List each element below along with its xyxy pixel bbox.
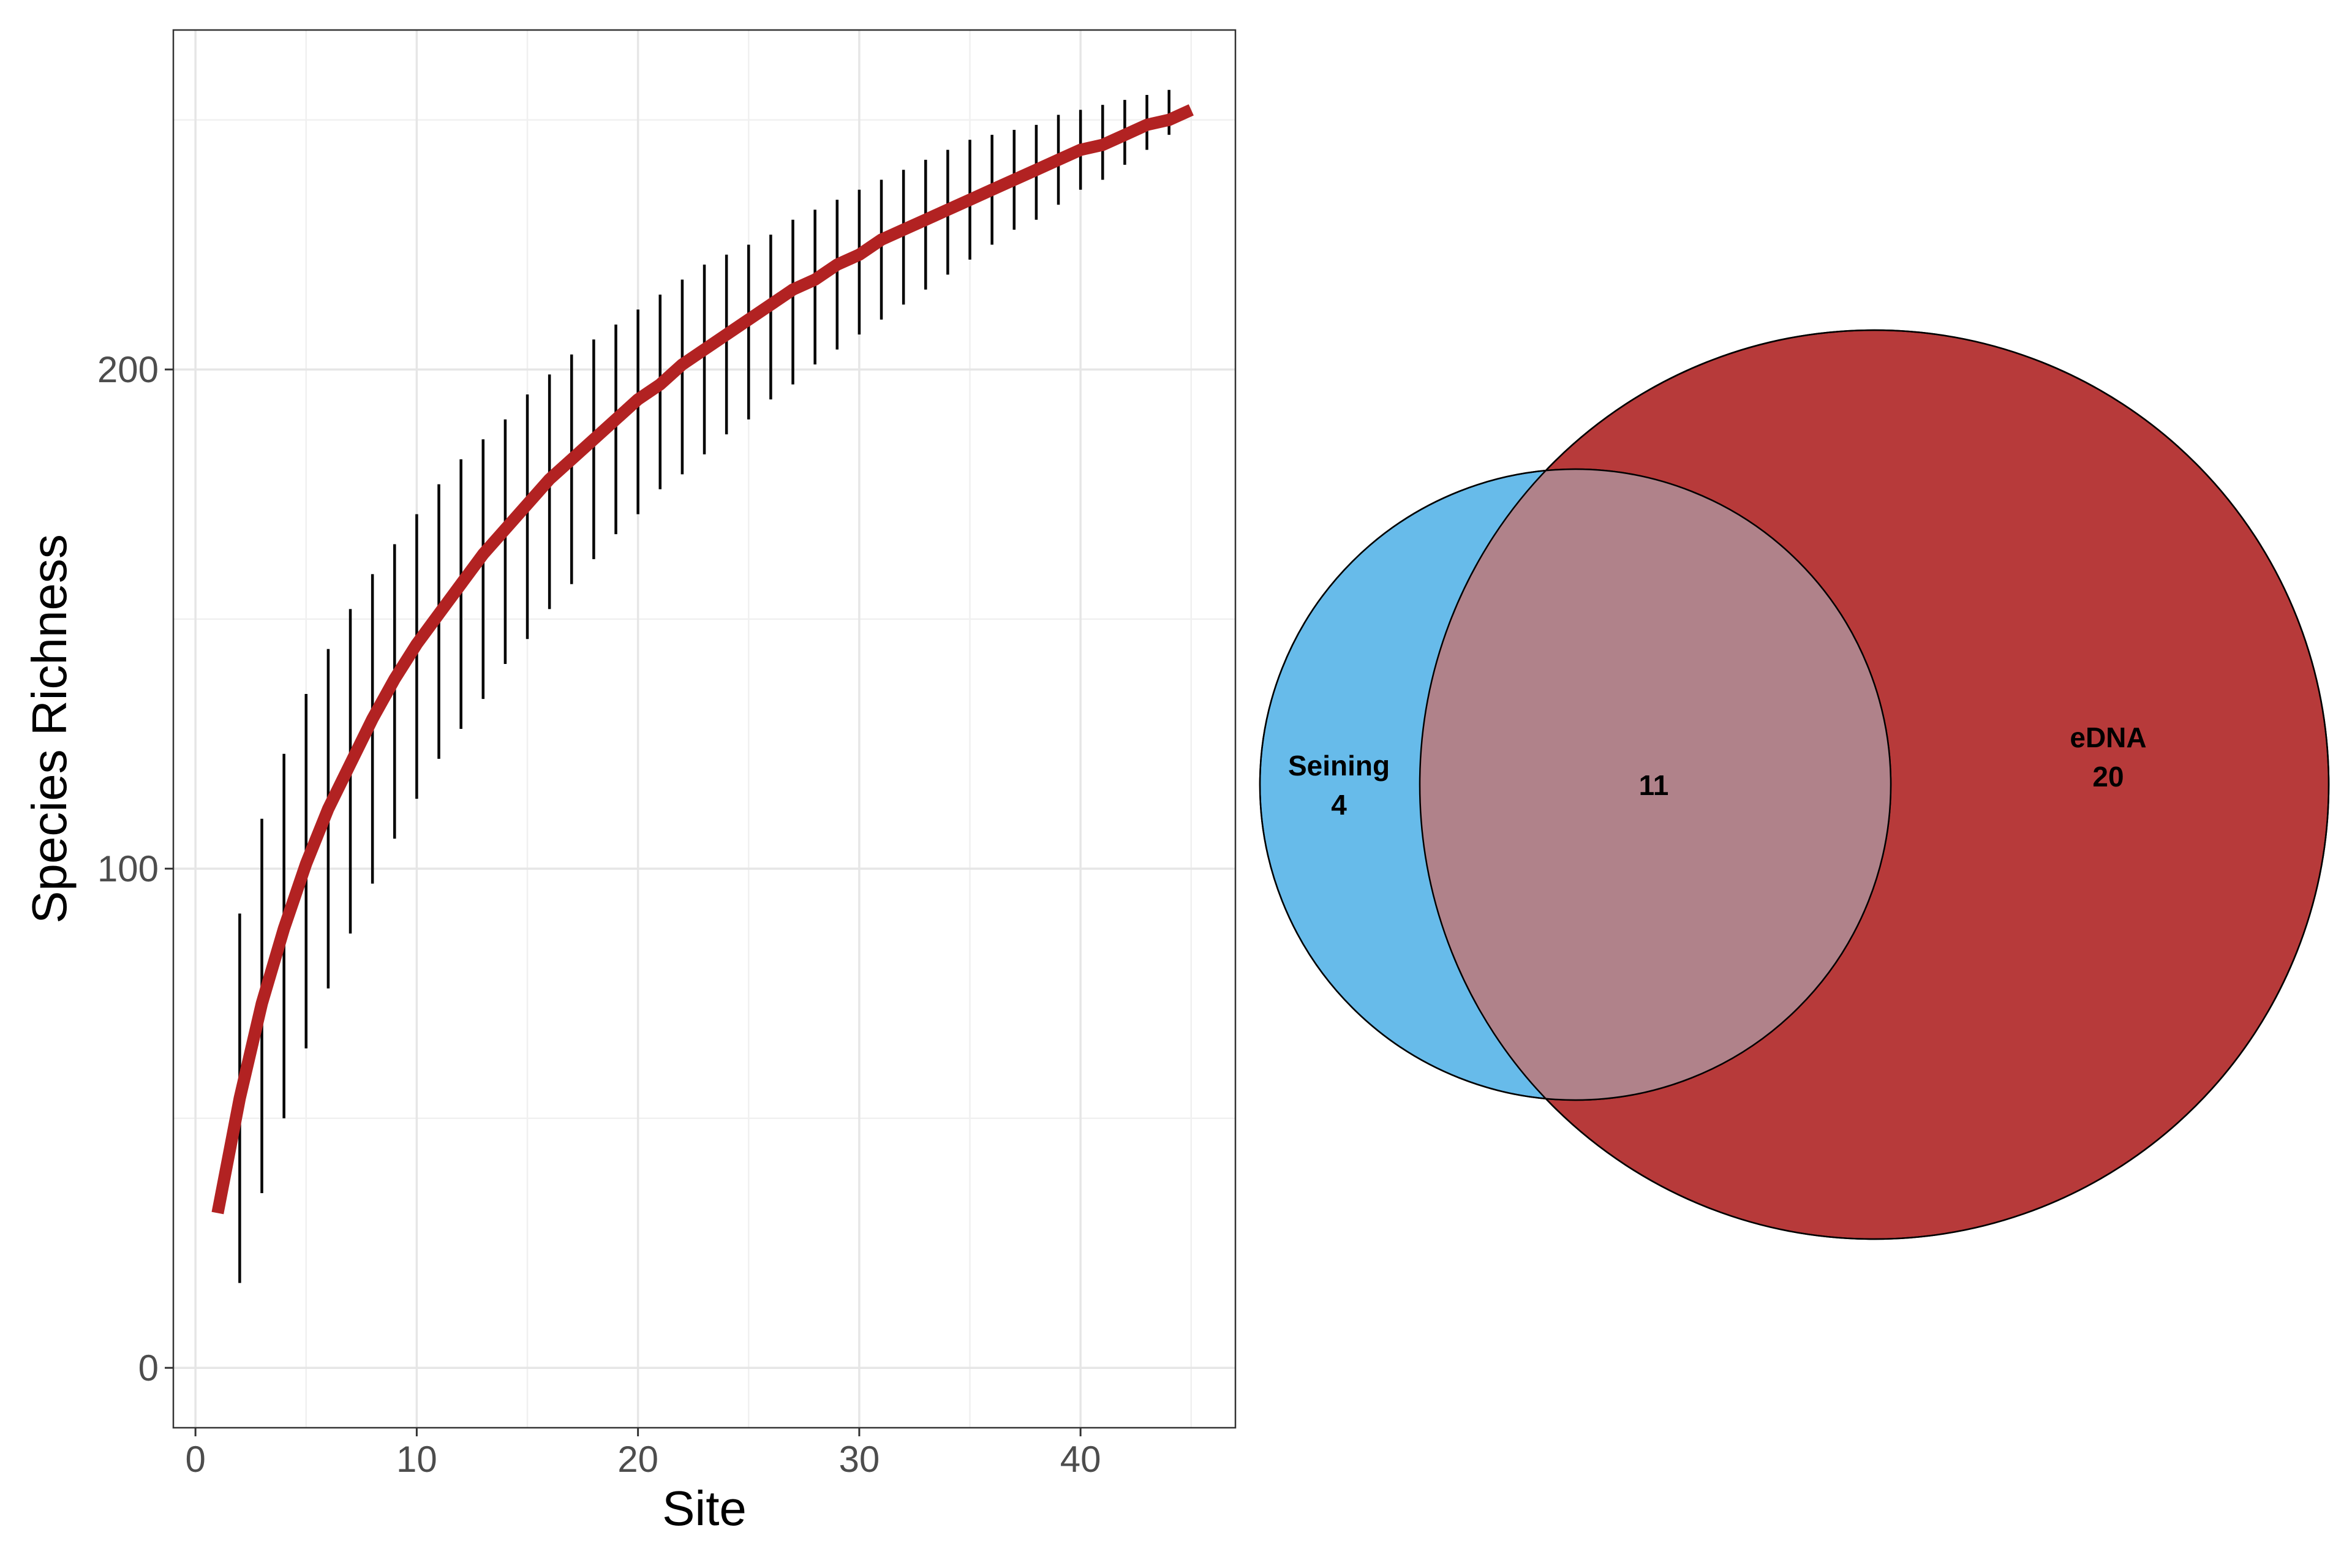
y-tick-label: 200 [97,349,159,390]
venn-diagram-panel: Seining 4 11 eDNA 20 [1259,329,2330,1240]
x-tick-label: 10 [396,1439,437,1480]
intersection-count: 11 [1639,769,1669,801]
x-tick-label: 40 [1060,1439,1101,1480]
seining-circle-outline [1259,468,1892,1101]
edna-set-name: eDNA [2070,722,2146,753]
seining-set-name: Seining [1288,750,1390,782]
y-axis-ticks: 0 100 200 [97,349,173,1389]
plot-panel-background [173,30,1235,1428]
x-axis-ticks: 0 10 20 30 40 [185,1428,1101,1480]
edna-only-count: 20 [2092,761,2124,793]
richness-curve-line [211,104,1194,1215]
x-tick-label: 30 [839,1439,880,1480]
plot-panel-border [172,29,1237,1429]
y-tick-label: 0 [138,1348,159,1389]
intersection-region [1420,469,1891,1100]
y-axis-title: Species Richness [22,534,77,924]
x-axis-title: Site [662,1481,747,1536]
x-tick-label: 0 [185,1439,205,1480]
y-tick-label: 100 [97,848,159,889]
x-tick-label: 20 [617,1439,658,1480]
edna-circle-outline [1419,329,2330,1240]
seining-only-count: 4 [1331,789,1347,821]
